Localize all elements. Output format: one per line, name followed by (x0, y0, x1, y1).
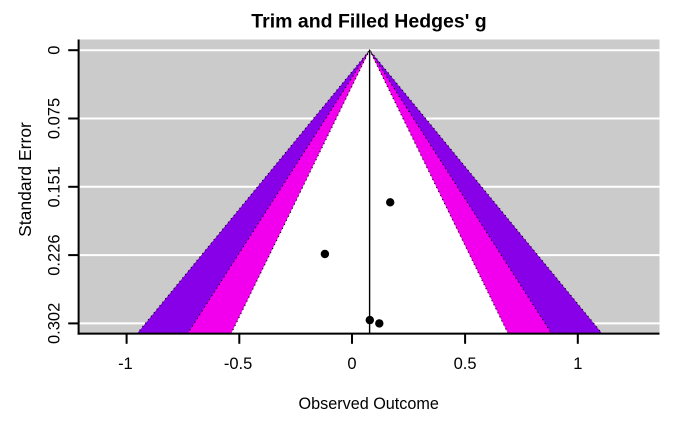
svg-text:0.5: 0.5 (454, 355, 477, 373)
svg-text:Trim and Filled Hedges' g: Trim and Filled Hedges' g (251, 10, 486, 32)
svg-text:-0.5: -0.5 (224, 355, 252, 373)
svg-text:0.226: 0.226 (46, 234, 64, 275)
svg-text:0.075: 0.075 (46, 98, 64, 139)
svg-text:0.302: 0.302 (46, 303, 64, 344)
svg-text:1: 1 (573, 355, 582, 373)
svg-text:Observed Outcome: Observed Outcome (299, 395, 439, 413)
svg-text:0.151: 0.151 (46, 166, 64, 207)
svg-text:0: 0 (347, 355, 356, 373)
svg-text:0: 0 (46, 46, 64, 55)
svg-text:-1: -1 (118, 355, 133, 373)
svg-text:Standard Error: Standard Error (15, 122, 35, 237)
